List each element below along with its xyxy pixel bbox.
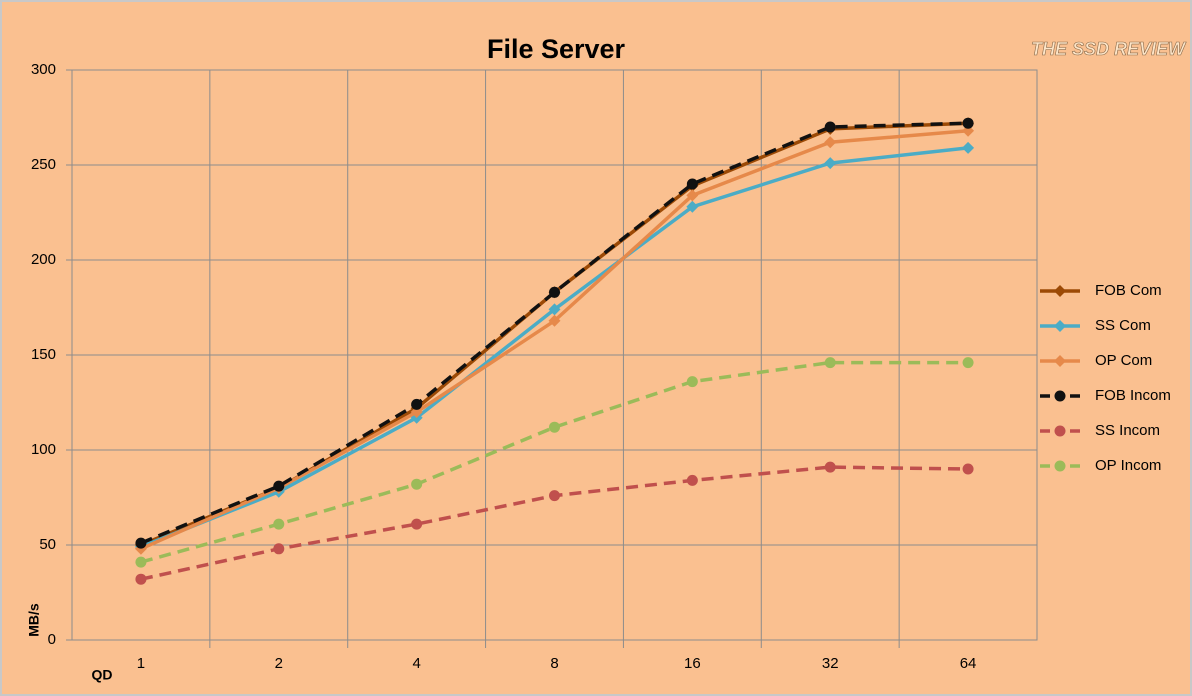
- legend-label: FOB Com: [1095, 282, 1162, 299]
- data-point: [549, 490, 560, 502]
- data-point: [273, 543, 285, 555]
- data-point: [411, 478, 423, 490]
- logo: THE SSD REVIEW: [1031, 39, 1187, 59]
- data-point: [273, 480, 285, 492]
- legend-label: OP Incom: [1095, 457, 1161, 474]
- data-point: [824, 136, 837, 149]
- legend-marker: [1054, 425, 1066, 437]
- data-point: [273, 518, 285, 530]
- data-point: [824, 357, 836, 369]
- legend-label: SS Com: [1095, 317, 1151, 334]
- x-tick-label: 16: [684, 655, 701, 672]
- data-point: [411, 518, 423, 530]
- x-tick-label: 4: [412, 655, 420, 672]
- legend-marker: [1054, 285, 1066, 297]
- data-point: [135, 556, 147, 568]
- x-tick-label: 8: [550, 655, 558, 672]
- data-point: [135, 537, 147, 549]
- data-point: [549, 286, 560, 298]
- data-point: [962, 463, 974, 475]
- data-point: [686, 376, 698, 388]
- legend-label: SS Incom: [1095, 422, 1160, 439]
- legend-marker: [1054, 390, 1066, 402]
- data-point: [824, 157, 837, 170]
- legend-label: FOB Incom: [1095, 387, 1171, 404]
- data-point: [824, 121, 836, 133]
- legend-marker: [1054, 460, 1066, 472]
- data-point: [686, 178, 698, 190]
- data-point: [962, 141, 975, 154]
- y-tick-label: 200: [31, 251, 56, 268]
- x-axis-label: QD: [92, 667, 113, 683]
- x-tick-label: 2: [275, 655, 283, 672]
- data-point: [411, 398, 423, 410]
- y-tick-label: 300: [31, 61, 56, 78]
- data-point: [686, 189, 699, 202]
- data-point: [548, 303, 561, 316]
- x-tick-label: 1: [137, 655, 145, 672]
- y-tick-label: 150: [31, 346, 56, 363]
- legend-marker: [1054, 355, 1066, 367]
- data-point: [962, 117, 974, 129]
- data-point: [548, 314, 561, 327]
- data-point: [549, 421, 560, 433]
- data-point: [135, 573, 147, 585]
- data-point: [962, 357, 974, 369]
- y-tick-label: 0: [48, 631, 56, 648]
- data-point: [824, 461, 836, 473]
- chart-title: File Server: [487, 34, 626, 64]
- y-axis-label: MB/s: [26, 603, 42, 637]
- legend-label: OP Com: [1095, 352, 1152, 369]
- data-point: [686, 474, 698, 486]
- y-tick-label: 100: [31, 441, 56, 458]
- legend-marker: [1054, 320, 1066, 332]
- x-tick-label: 32: [822, 655, 839, 672]
- data-point: [686, 200, 699, 213]
- x-tick-label: 64: [960, 655, 977, 672]
- y-tick-label: 50: [39, 536, 56, 553]
- y-tick-label: 250: [31, 156, 56, 173]
